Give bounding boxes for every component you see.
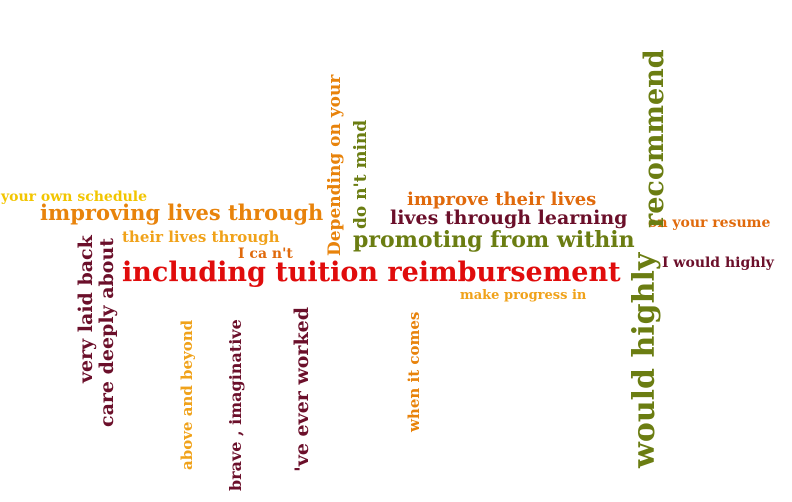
- phrase-lives-through-learning: lives through learning: [390, 207, 628, 229]
- phrase-dont-mind: do n't mind: [351, 119, 371, 229]
- phrase-when-it-comes: when it comes: [405, 311, 423, 432]
- phrase-your-own-schedule: your own schedule: [1, 189, 148, 205]
- phrase-on-your-resume: on your resume: [648, 215, 771, 231]
- phrase-would-highly: would highly: [627, 252, 662, 468]
- phrase-i-would-highly: I would highly: [662, 255, 774, 271]
- phrase-their-lives-through: their lives through: [122, 228, 280, 246]
- phrase-depending-on-your: Depending on your: [325, 74, 345, 256]
- phrase-i-cant: I ca n't: [238, 246, 293, 262]
- phrase-improving-lives-through: improving lives through: [40, 200, 324, 225]
- phrase-brave-imaginative: brave , imaginative: [226, 319, 245, 491]
- phrase-above-and-beyond: above and beyond: [178, 319, 196, 470]
- phrase-very-laid-back: very laid back: [75, 235, 97, 383]
- phrase-promoting-from-within: promoting from within: [353, 227, 635, 253]
- phrase-improve-their-lives: improve their lives: [407, 189, 597, 210]
- phrase-including-tuition-reimbursement: including tuition reimbursement: [122, 257, 621, 288]
- phrase-ve-ever-worked: 've ever worked: [291, 307, 313, 472]
- phrase-care-deeply-about: care deeply about: [96, 237, 118, 427]
- phrase-make-progress-in: make progress in: [460, 288, 587, 303]
- phrase-recommend: recommend: [639, 49, 670, 228]
